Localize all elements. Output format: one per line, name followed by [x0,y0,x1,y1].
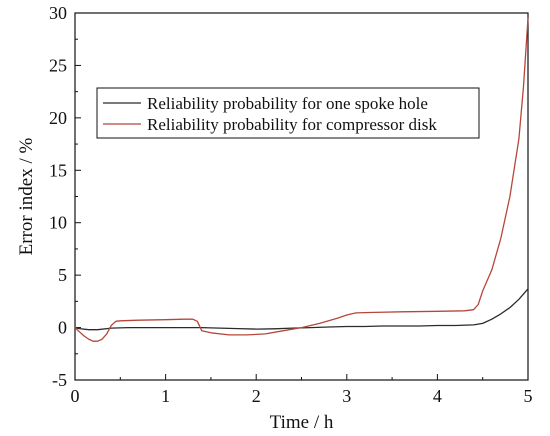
x-tick-label: 5 [524,386,533,406]
x-tick-label: 4 [433,386,442,406]
legend-box [96,87,480,139]
y-tick-label: 5 [58,265,67,285]
y-tick-label: 20 [49,108,67,128]
y-tick-label: 10 [49,213,67,233]
legend-label: Reliability probability for compressor d… [147,115,437,134]
legend-label: Reliability probability for one spoke ho… [147,94,428,113]
x-tick-label: 1 [161,386,170,406]
y-axis-label: Error index / % [16,138,37,256]
legend: Reliability probability for one spoke ho… [96,87,480,139]
series-line-1 [74,288,529,331]
y-tick-label: 30 [49,3,67,23]
series-line-2 [74,17,529,342]
y-tick-label: 15 [49,160,67,180]
series-lines [74,17,529,342]
y-tick-label: 25 [49,55,67,75]
y-tick-label: 0 [58,318,67,338]
x-axis-label: Time / h [270,412,334,433]
x-tick-label: 3 [342,386,351,406]
x-tick-label: 2 [252,386,261,406]
y-tick-label: -5 [52,370,67,390]
x-tick-label: 0 [71,386,80,406]
